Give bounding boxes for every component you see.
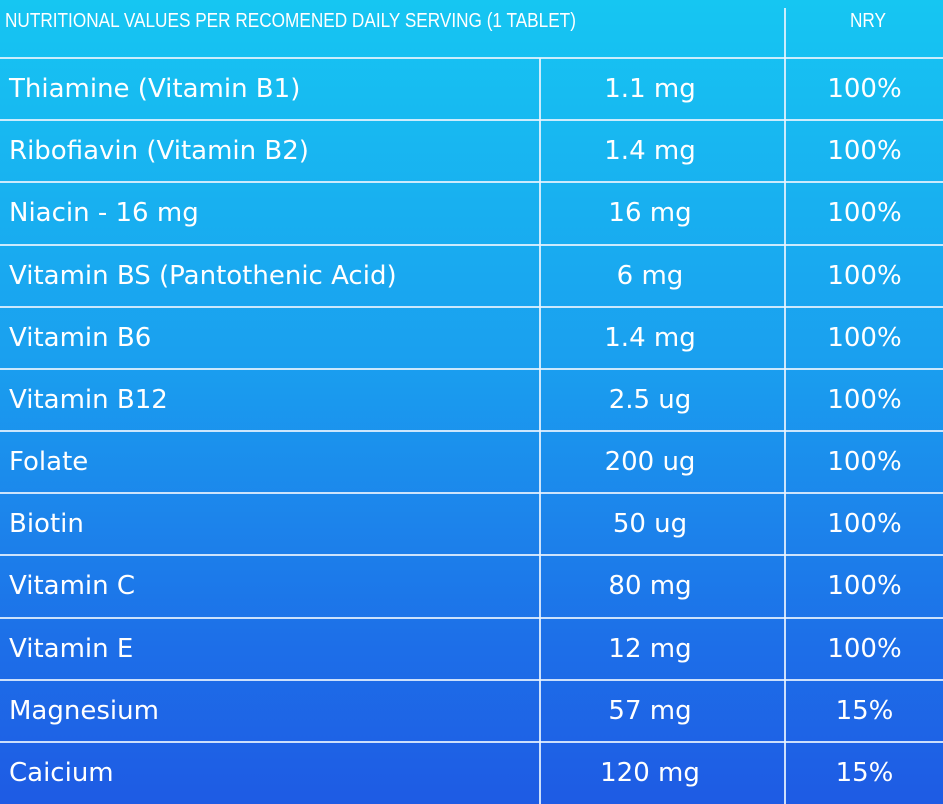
- nutrient-name: Niacin - 16 mg: [9, 198, 199, 229]
- nry-value: 15%: [835, 757, 894, 788]
- nry-value: 100%: [827, 260, 902, 291]
- amount: 57 mg: [608, 695, 692, 726]
- row-divider: [0, 740, 943, 743]
- amount: 12 mg: [608, 633, 692, 664]
- row-divider: [0, 367, 943, 370]
- row-divider: [0, 57, 943, 59]
- row-divider: [0, 554, 943, 557]
- amount: 120 mg: [600, 757, 700, 788]
- nutrient-name: Vitamin B12: [9, 384, 168, 415]
- nry-value: 100%: [827, 198, 902, 229]
- row-divider: [0, 616, 943, 619]
- nutrient-name: Caicium: [9, 757, 114, 788]
- row-divider: [0, 492, 943, 495]
- row-divider: [0, 119, 943, 122]
- row-divider: [0, 243, 943, 246]
- row-divider: [0, 430, 943, 432]
- amount: 1.4 mg: [604, 136, 696, 167]
- amount: 50 ug: [612, 509, 688, 540]
- amount: 1.1 mg: [604, 74, 696, 105]
- row-divider: [0, 181, 943, 184]
- nutrient-name: Folate: [9, 447, 89, 478]
- amount: 1.4 mg: [604, 322, 696, 353]
- nry-value: 100%: [827, 136, 902, 167]
- nry-value: 100%: [827, 633, 902, 664]
- amount: 200 ug: [604, 447, 696, 478]
- nutrient-name: Vitamin BS (Pantothenic Acid): [9, 260, 397, 291]
- nry-value: 15%: [835, 695, 894, 726]
- column-divider: [784, 8, 786, 804]
- nutrient-name: Ribofiavin (Vitamin B2): [9, 136, 309, 167]
- nry-value: 100%: [827, 571, 902, 602]
- nry-value: 100%: [827, 384, 902, 415]
- amount: 2.5 ug: [608, 384, 692, 415]
- header-nry: NRY: [850, 10, 887, 32]
- nry-value: 100%: [827, 509, 902, 540]
- nutrient-name: Vitamin C: [9, 571, 136, 602]
- nry-value: 100%: [827, 74, 902, 105]
- nry-value: 100%: [827, 322, 902, 353]
- header-title: NUTRITIONAL VALUES PER RECOMENED DAILY S…: [5, 10, 576, 32]
- nutrient-name: Biotin: [9, 509, 84, 540]
- nutrient-name: Magnesium: [9, 695, 159, 726]
- nutrient-name: Vitamin B6: [9, 322, 152, 353]
- row-divider: [0, 305, 943, 308]
- amount: 16 mg: [608, 198, 692, 229]
- amount: 6 mg: [616, 260, 684, 291]
- nutrient-name: Vitamin E: [9, 633, 134, 664]
- amount: 80 mg: [608, 571, 692, 602]
- nry-value: 100%: [827, 447, 902, 478]
- nutrient-name: Thiamine (Vitamin B1): [9, 74, 301, 105]
- row-divider: [0, 678, 943, 681]
